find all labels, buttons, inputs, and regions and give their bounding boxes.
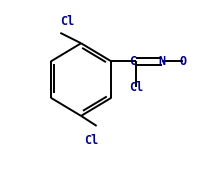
Text: N: N [159,55,166,68]
Text: Cl: Cl [84,134,99,147]
Text: Cl: Cl [60,15,74,28]
Text: C: C [129,55,136,68]
Text: Cl: Cl [129,81,144,94]
Text: O: O [180,55,187,68]
